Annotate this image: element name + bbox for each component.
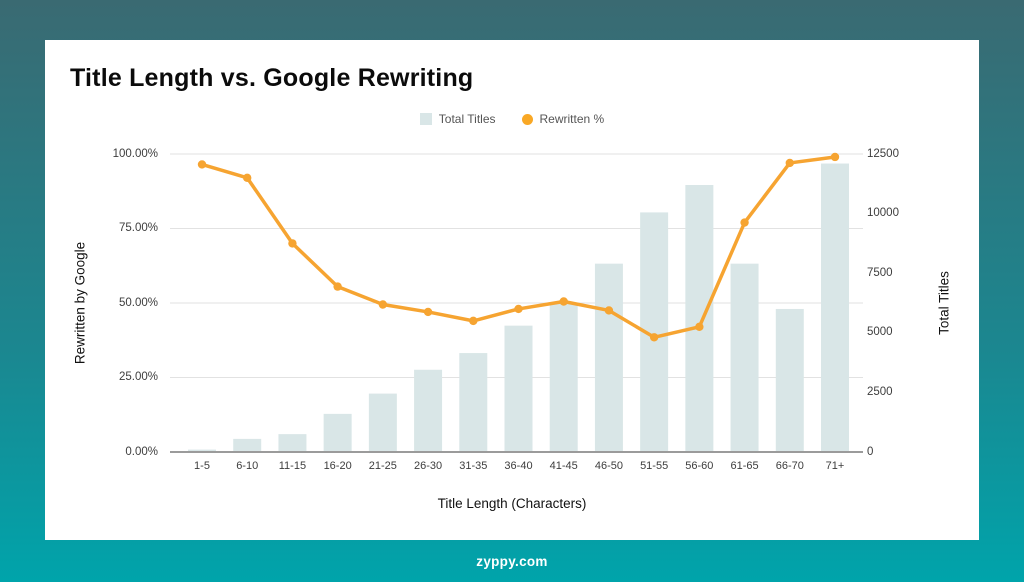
bar-21-25 [368,393,397,451]
right-axis-title: Total Titles [936,271,952,335]
x-axis-tick-41-45: 41-45 [549,460,578,472]
chart-card: Title Length vs. Google Rewriting Total … [45,40,979,540]
x-axis-tick-46-50: 46-50 [594,460,623,472]
bar-71+ [821,163,849,451]
x-axis-title: Title Length (Characters) [437,496,587,511]
bar-56-60 [685,184,714,451]
chart-legend: Total Titles Rewritten % [45,112,979,126]
x-axis-tick-6-10: 6-10 [236,460,259,472]
rewritten-pct-swatch-icon [521,113,533,125]
x-axis-tick-71+: 71+ [825,460,845,472]
x-axis-tick-26-30: 26-30 [413,460,443,472]
x-axis-tick-1-5: 1-5 [194,460,210,472]
point-51-55 [649,333,659,342]
point-41-45 [559,297,568,306]
point-46-50 [604,306,614,315]
point-56-60 [695,322,704,332]
point-16-20 [333,282,342,291]
x-axis-tick-66-70: 66-70 [775,460,804,472]
plot-area [170,152,863,453]
x-axis-tick-16-20: 16-20 [323,460,352,472]
bar-6-10 [233,438,262,451]
bar-1-5 [188,449,216,451]
left-axis-tick-100.00%: 100.00% [112,147,158,160]
right-axis-tick-5000: 5000 [867,326,893,339]
legend-item-rewritten-pct: Rewritten % [521,112,605,126]
bar-26-30 [414,369,443,451]
bar-16-20 [323,413,352,451]
bar-41-45 [549,303,578,451]
point-11-15 [288,239,297,248]
left-axis-tick-75.00%: 75.00% [118,222,158,234]
point-26-30 [423,307,433,317]
x-axis-tick-11-15: 11-15 [278,460,307,472]
point-61-65 [740,218,749,227]
right-axis-tick-7500: 7500 [867,266,893,279]
x-axis-tick-21-25: 21-25 [368,460,397,472]
point-21-25 [378,300,388,309]
point-36-40 [514,304,523,314]
left-axis-tick-0.00%: 0.00% [125,445,158,458]
bar-46-50 [594,263,623,451]
x-axis-tick-56-60: 56-60 [685,460,714,472]
point-31-35 [469,316,478,326]
x-axis-tick-51-55: 51-55 [640,460,669,472]
point-6-10 [243,173,252,183]
left-axis-tick-50.00%: 50.00% [118,296,158,309]
x-axis-tick-31-35: 31-35 [459,460,488,472]
chart-title: Title Length vs. Google Rewriting [70,64,474,92]
legend-label-rewritten-pct: Rewritten % [539,112,605,126]
bar-66-70 [775,308,804,451]
point-1-5 [197,160,207,169]
legend-item-total-titles: Total Titles [419,112,496,126]
x-axis-tick-36-40: 36-40 [504,460,533,472]
chart-canvas [170,152,863,453]
left-axis-tick-25.00%: 25.00% [118,371,158,383]
bar-61-65 [730,263,759,451]
bar-31-35 [459,353,488,451]
x-axis-tick-61-65: 61-65 [730,460,759,472]
right-axis-tick-0: 0 [867,445,874,458]
bar-36-40 [504,325,533,451]
right-axis-tick-10000: 10000 [867,207,899,220]
total-titles-swatch-icon [419,113,432,125]
right-axis-tick-2500: 2500 [867,385,893,398]
point-71+ [830,152,840,162]
footer-bar: zyppy.com [0,540,1024,582]
footer-site-link[interactable]: zyppy.com [476,553,548,569]
bar-11-15 [278,434,307,451]
right-axis-tick-12500: 12500 [867,147,899,160]
point-66-70 [785,158,794,168]
legend-label-total-titles: Total Titles [438,112,496,126]
